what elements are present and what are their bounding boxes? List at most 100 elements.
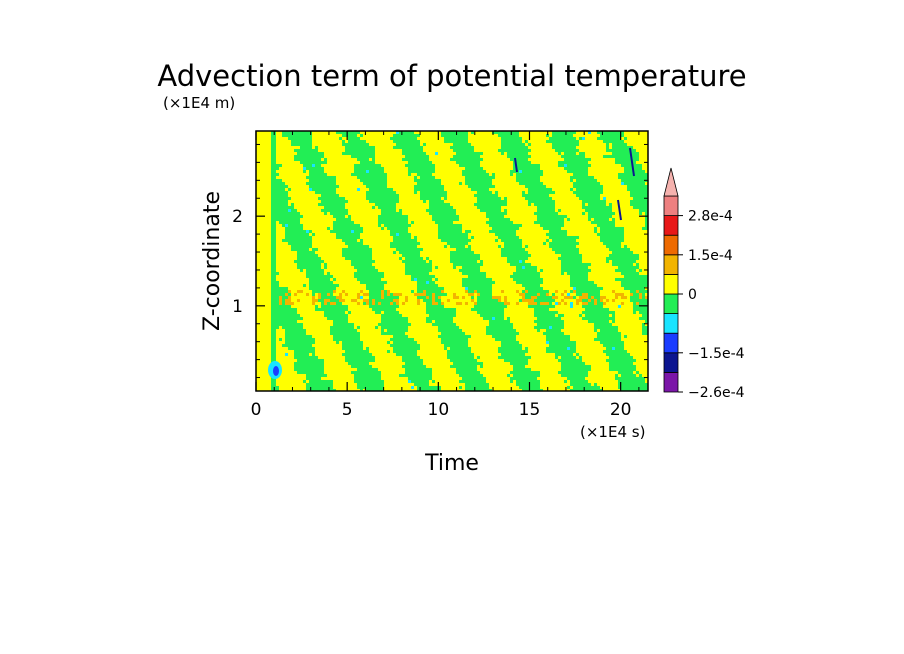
heatmap-cell: [549, 302, 552, 305]
heatmap-cell: [639, 170, 642, 173]
heatmap-cell: [576, 149, 579, 152]
heatmap-cell: [630, 359, 633, 362]
heatmap-cell: [300, 329, 303, 332]
heatmap-cell: [303, 365, 306, 368]
heatmap-cell: [420, 290, 423, 293]
heatmap-cell: [582, 164, 585, 167]
heatmap-cell: [507, 350, 510, 353]
heatmap-cell: [486, 317, 489, 320]
heatmap-cell: [357, 158, 360, 161]
heatmap-cell: [396, 242, 399, 245]
heatmap-cell: [279, 302, 282, 305]
heatmap-cell: [546, 206, 549, 209]
heatmap-cell: [378, 188, 381, 191]
heatmap-cell: [618, 251, 621, 254]
heatmap-cell: [618, 155, 621, 158]
heatmap-cell: [420, 173, 423, 176]
heatmap-cell: [516, 260, 519, 263]
heatmap-cell: [513, 233, 516, 236]
heatmap-cell: [378, 374, 381, 377]
heatmap-cell: [429, 209, 432, 212]
heatmap-cell: [318, 188, 321, 191]
heatmap-cell: [312, 173, 315, 176]
heatmap-cell: [459, 341, 462, 344]
heatmap-cell: [573, 359, 576, 362]
heatmap-cell: [540, 188, 543, 191]
heatmap-cell: [339, 326, 342, 329]
heatmap-cell: [642, 182, 645, 185]
heatmap-cell: [597, 194, 600, 197]
heatmap-cell: [585, 191, 588, 194]
heatmap-cell: [417, 272, 420, 275]
heatmap-cell: [630, 293, 633, 296]
heatmap-cell: [627, 263, 630, 266]
heatmap-cell: [318, 374, 321, 377]
heatmap-cell: [438, 233, 441, 236]
heatmap-cell: [510, 149, 513, 152]
heatmap-cell: [396, 218, 399, 221]
heatmap-cell: [516, 143, 519, 146]
heatmap-cell: [576, 167, 579, 170]
heatmap-cell: [555, 233, 558, 236]
heatmap-cell: [282, 134, 285, 137]
heatmap-cell: [510, 155, 513, 158]
heatmap-cell: [570, 254, 573, 257]
heatmap-cell: [579, 182, 582, 185]
heatmap-cell: [447, 314, 450, 317]
heatmap-cell: [462, 365, 465, 368]
heatmap-cell: [645, 317, 648, 320]
heatmap-cell: [564, 371, 567, 374]
heatmap-cell: [306, 176, 309, 179]
heatmap-cell: [321, 305, 324, 308]
heatmap-cell: [306, 335, 309, 338]
heatmap-cell: [405, 245, 408, 248]
heatmap-cell: [600, 221, 603, 224]
heatmap-cell: [387, 305, 390, 308]
heatmap-cell: [435, 311, 438, 314]
heatmap-cell: [303, 371, 306, 374]
heatmap-cell: [603, 326, 606, 329]
heatmap-cell: [414, 374, 417, 377]
heatmap-cell: [489, 191, 492, 194]
heatmap-cell: [603, 233, 606, 236]
heatmap-cell: [378, 170, 381, 173]
heatmap-cell: [441, 320, 444, 323]
heatmap-cell: [276, 323, 279, 326]
heatmap-cell: [633, 374, 636, 377]
heatmap-cell: [300, 236, 303, 239]
heatmap-cell: [537, 320, 540, 323]
heatmap-cell: [636, 308, 639, 311]
heatmap-cell: [447, 137, 450, 140]
heatmap-cell: [621, 143, 624, 146]
heatmap-cell: [609, 245, 612, 248]
heatmap-cell: [573, 140, 576, 143]
heatmap-cell: [534, 326, 537, 329]
heatmap-cell: [351, 365, 354, 368]
heatmap-cell: [456, 302, 459, 305]
heatmap-cell: [321, 191, 324, 194]
heatmap-cell: [498, 134, 501, 137]
heatmap-cell: [606, 311, 609, 314]
heatmap-cell: [426, 287, 429, 290]
heatmap-cell: [519, 173, 522, 176]
heatmap-cell: [384, 221, 387, 224]
heatmap-cell: [609, 353, 612, 356]
heatmap-cell: [396, 302, 399, 305]
heatmap-cell: [636, 302, 639, 305]
heatmap-cell: [420, 374, 423, 377]
heatmap-cell: [396, 317, 399, 320]
heatmap-cell: [396, 305, 399, 308]
heatmap-cell: [363, 368, 366, 371]
heatmap-cell: [624, 287, 627, 290]
heatmap-cell: [549, 332, 552, 335]
heatmap-cell: [585, 197, 588, 200]
heatmap-cell: [456, 350, 459, 353]
heatmap-cell: [597, 290, 600, 293]
heatmap-cell: [429, 164, 432, 167]
heatmap-cell: [342, 347, 345, 350]
heatmap-cell: [489, 209, 492, 212]
heatmap-cell: [426, 173, 429, 176]
heatmap-cell: [600, 191, 603, 194]
heatmap-cell: [618, 137, 621, 140]
heatmap-cell: [312, 281, 315, 284]
